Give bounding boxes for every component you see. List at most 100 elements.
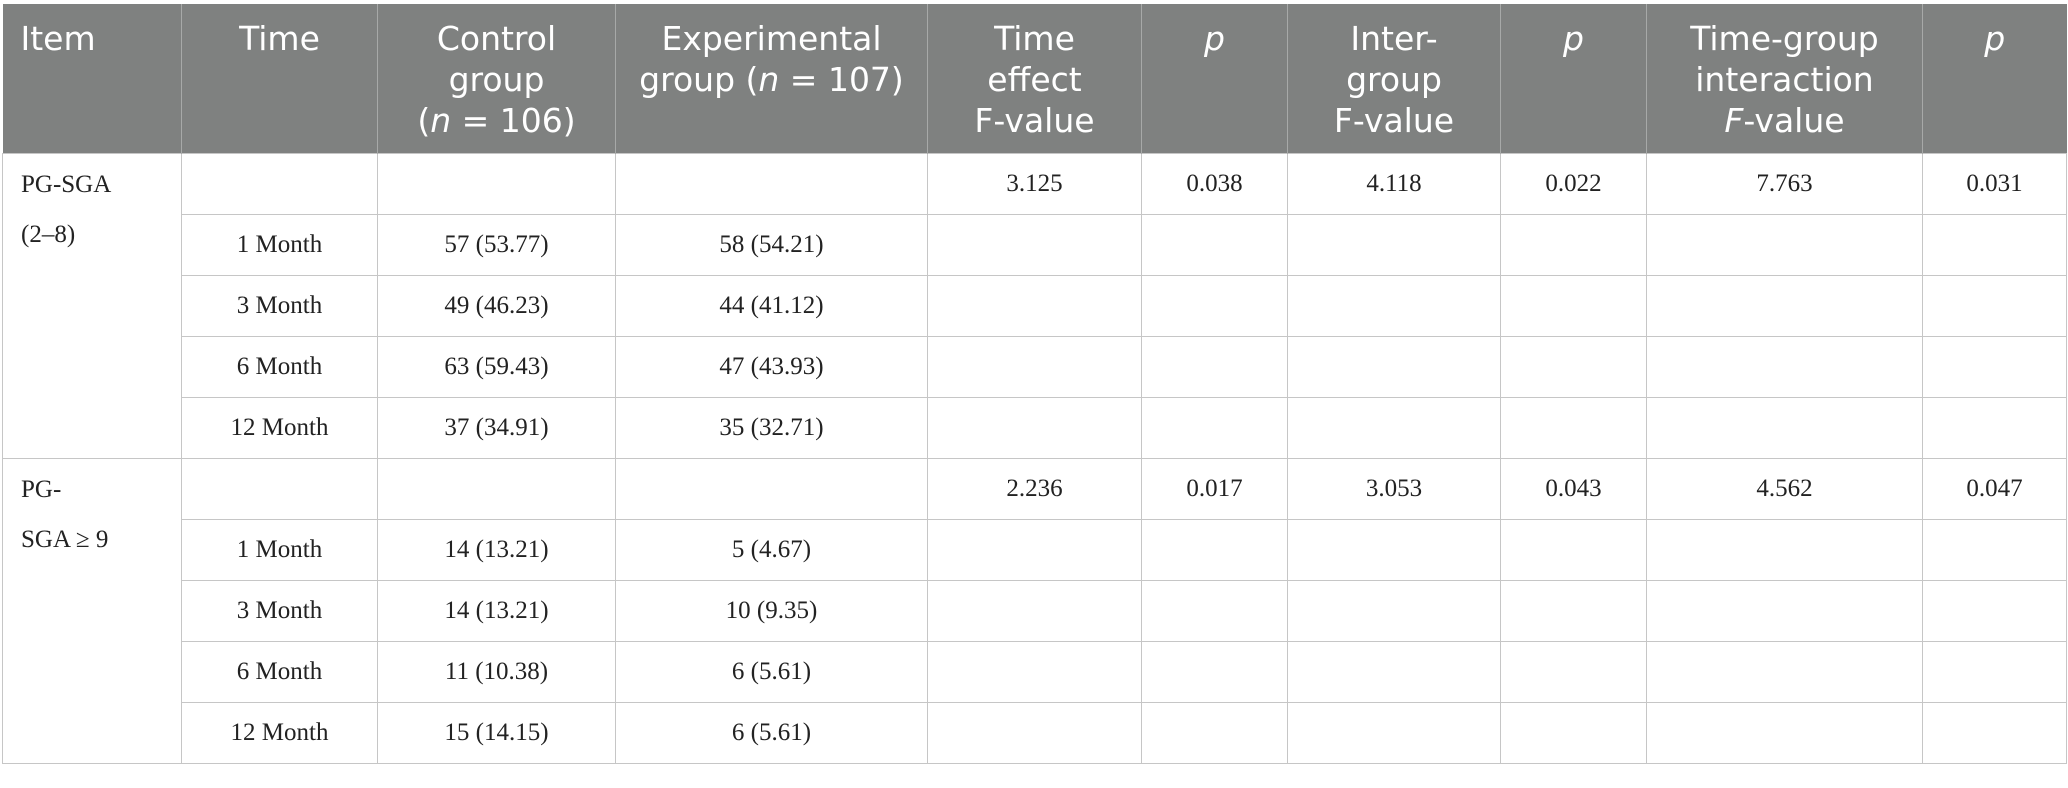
empty-cell [1922, 519, 2067, 581]
control-cell: 14 (13.21) [377, 519, 616, 581]
empty-cell [927, 397, 1142, 459]
intergroup-cell: 3.053 [1287, 458, 1501, 520]
experimental-cell [615, 153, 928, 215]
header-item: Item [2, 4, 182, 154]
experimental-cell: 58 (54.21) [615, 214, 928, 276]
time-cell: 3 Month [181, 580, 378, 642]
empty-cell [1141, 702, 1288, 764]
empty-cell [1922, 397, 2067, 459]
empty-cell [1500, 397, 1647, 459]
table-row: PG-SGA (2–8) 3.125 0.038 4.118 0.022 7.7… [2, 153, 2067, 459]
experimental-cell: 6 (5.61) [615, 641, 928, 703]
control-cell: 14 (13.21) [377, 580, 616, 642]
time-effect-cell: 2.236 [927, 458, 1142, 520]
header-experimental-group: Experimental group (n = 107) [615, 4, 928, 154]
empty-cell [1141, 275, 1288, 337]
table-row: 3 Month 49 (46.23) 44 (41.12) [3, 275, 2067, 337]
header-control-group: Control group (n = 106) [377, 4, 616, 154]
experimental-cell: 47 (43.93) [615, 336, 928, 398]
control-cell: 11 (10.38) [377, 641, 616, 703]
interaction-cell: 7.763 [1646, 153, 1923, 215]
empty-cell [927, 275, 1142, 337]
control-cell [377, 153, 616, 215]
header-p-interaction: p [1922, 4, 2067, 154]
experimental-cell: 35 (32.71) [615, 397, 928, 459]
p-time-cell: 0.017 [1141, 458, 1288, 520]
header-row: Item Time Control group (n = 106) Experi… [2, 4, 2067, 154]
empty-cell [1500, 214, 1647, 276]
control-cell: 15 (14.15) [377, 702, 616, 764]
experimental-cell [615, 458, 928, 520]
time-cell: 12 Month [181, 702, 378, 764]
experimental-cell: 5 (4.67) [615, 519, 928, 581]
time-cell [181, 153, 378, 215]
empty-cell [927, 336, 1142, 398]
control-cell: 63 (59.43) [377, 336, 616, 398]
empty-cell [1287, 214, 1501, 276]
empty-cell [927, 702, 1142, 764]
empty-cell [1500, 336, 1647, 398]
header-interaction: Time-group interaction F-value [1646, 4, 1923, 154]
empty-cell [1646, 641, 1923, 703]
table-row: 3 Month 14 (13.21) 10 (9.35) [3, 580, 2067, 642]
empty-cell [1646, 275, 1923, 337]
p-interaction-cell: 0.047 [1922, 458, 2067, 520]
empty-cell [1287, 580, 1501, 642]
empty-cell [1287, 275, 1501, 337]
time-cell: 6 Month [181, 336, 378, 398]
empty-cell [1500, 519, 1647, 581]
p-intergroup-cell: 0.022 [1500, 153, 1647, 215]
table-row: 1 Month 14 (13.21) 5 (4.67) [3, 519, 2067, 581]
empty-cell [1500, 275, 1647, 337]
empty-cell [927, 214, 1142, 276]
empty-cell [927, 641, 1142, 703]
empty-cell [1141, 214, 1288, 276]
control-cell: 57 (53.77) [377, 214, 616, 276]
item-cell: PG- SGA ≥ 9 [2, 458, 182, 764]
empty-cell [1141, 397, 1288, 459]
item-cell: PG-SGA (2–8) [2, 153, 182, 459]
empty-cell [927, 519, 1142, 581]
table-row: 1 Month 57 (53.77) 58 (54.21) [3, 214, 2067, 276]
header-time: Time [181, 4, 378, 154]
time-cell [181, 458, 378, 520]
experimental-cell: 6 (5.61) [615, 702, 928, 764]
empty-cell [1287, 641, 1501, 703]
empty-cell [1646, 580, 1923, 642]
table-row: PG- SGA ≥ 9 2.236 0.017 3.053 0.043 4.56… [2, 458, 2067, 764]
time-effect-cell: 3.125 [927, 153, 1142, 215]
empty-cell [1922, 336, 2067, 398]
time-cell: 1 Month [181, 214, 378, 276]
empty-cell [1287, 519, 1501, 581]
empty-cell [1646, 702, 1923, 764]
experimental-cell: 44 (41.12) [615, 275, 928, 337]
time-cell: 3 Month [181, 275, 378, 337]
empty-cell [1500, 702, 1647, 764]
empty-cell [1500, 641, 1647, 703]
control-cell: 49 (46.23) [377, 275, 616, 337]
header-intergroup: Inter- group F-value [1287, 4, 1501, 154]
header-time-effect: Time effect F-value [927, 4, 1142, 154]
empty-cell [927, 580, 1142, 642]
interaction-cell: 4.562 [1646, 458, 1923, 520]
control-cell [377, 458, 616, 520]
empty-cell [1646, 397, 1923, 459]
empty-cell [1141, 519, 1288, 581]
empty-cell [1141, 336, 1288, 398]
table-row: 6 Month 11 (10.38) 6 (5.61) [3, 641, 2067, 703]
p-interaction-cell: 0.031 [1922, 153, 2067, 215]
empty-cell [1141, 580, 1288, 642]
empty-cell [1922, 214, 2067, 276]
time-cell: 6 Month [181, 641, 378, 703]
empty-cell [1922, 275, 2067, 337]
time-cell: 12 Month [181, 397, 378, 459]
results-table: Item Time Control group (n = 106) Experi… [2, 4, 2067, 764]
control-cell: 37 (34.91) [377, 397, 616, 459]
empty-cell [1287, 397, 1501, 459]
empty-cell [1141, 641, 1288, 703]
empty-cell [1646, 519, 1923, 581]
empty-cell [1287, 702, 1501, 764]
empty-cell [1646, 336, 1923, 398]
header-p-intergroup: p [1500, 4, 1647, 154]
empty-cell [1922, 702, 2067, 764]
